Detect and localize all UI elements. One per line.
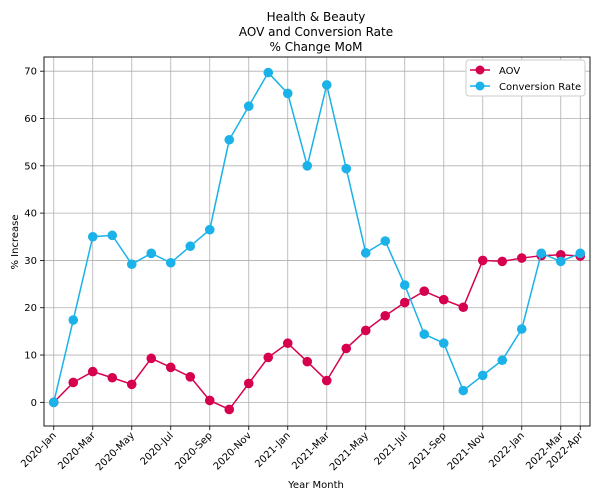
conversion-rate-data-point <box>126 259 137 270</box>
conversion-rate-data-point <box>146 248 157 259</box>
conversion-rate-data-point <box>185 241 196 252</box>
aov-data-point <box>360 325 371 336</box>
aov-data-point <box>458 302 469 313</box>
y-tick-label: 20 <box>24 303 37 314</box>
legend-conversion-marker <box>475 81 485 91</box>
axes <box>40 56 591 430</box>
aov-data-point <box>399 297 410 308</box>
conversion-rate-series-line <box>53 71 581 403</box>
conversion-rate-data-point <box>107 230 118 241</box>
conversion-rate-data-point <box>555 256 566 267</box>
y-tick-label: 10 <box>24 351 37 362</box>
y-tick-label: 30 <box>24 256 37 267</box>
conversion-rate-data-point <box>243 101 254 111</box>
conversion-rate-data-point <box>497 355 508 366</box>
plot-frame <box>43 56 591 427</box>
y-tick-label: 60 <box>24 114 37 125</box>
aov-data-point <box>68 377 79 388</box>
y-tick-label: 0 <box>31 398 37 409</box>
conversion-rate-data-point <box>87 231 98 242</box>
aov-data-point <box>243 378 254 389</box>
x-axis-label: Year Month <box>287 480 344 491</box>
conversion-rate-data-point <box>458 385 469 396</box>
aov-data-point <box>302 356 313 367</box>
conversion-rate-data-point <box>321 80 332 90</box>
y-tick-label: 40 <box>24 209 37 220</box>
aov-data-point <box>555 249 566 260</box>
aov-data-point <box>204 395 215 406</box>
chart-title-line-1: Health & Beauty <box>267 10 366 24</box>
conversion-rate-data-point <box>263 67 274 78</box>
legend: AOV Conversion Rate <box>465 59 586 97</box>
conversion-rate-data-point <box>360 248 371 258</box>
aov-data-point <box>165 362 176 373</box>
conversion-rate-data-point <box>282 88 293 99</box>
legend-box <box>465 59 586 97</box>
aov-data-point <box>185 372 196 382</box>
legend-aov-marker <box>475 65 485 75</box>
conversion-rate-data-point <box>419 329 430 340</box>
conversion-rate-data-point <box>536 248 547 259</box>
conversion-rate-data-point <box>516 324 527 334</box>
conversion-rate-data-point <box>204 224 215 235</box>
conversion-rate-data-point <box>165 257 176 268</box>
aov-data-point <box>224 404 235 415</box>
conversion-rate-data-point <box>575 248 586 259</box>
aov-data-point <box>438 294 449 305</box>
aov-data-point <box>516 253 527 263</box>
y-tick-label: 70 <box>24 67 37 78</box>
aov-data-point <box>380 310 391 321</box>
conversion-rate-data-point <box>399 280 410 290</box>
conversion-rate-data-point <box>48 397 59 408</box>
aov-data-point <box>497 256 508 267</box>
aov-data-point <box>87 366 98 377</box>
chart-title-line-3: % Change MoM <box>269 40 362 54</box>
conversion-rate-data-point <box>438 338 449 349</box>
conversion-rate-data-point <box>224 134 235 145</box>
data-series <box>48 67 586 415</box>
chart-title-line-2: AOV and Conversion Rate <box>239 25 393 39</box>
conversion-rate-data-point <box>477 370 488 381</box>
conversion-rate-data-point <box>302 161 313 171</box>
aov-data-point <box>126 379 137 390</box>
aov-data-point <box>321 375 332 386</box>
y-tick-label: 50 <box>24 161 37 172</box>
conversion-rate-data-point <box>380 236 391 246</box>
conversion-rate-data-point <box>341 163 352 174</box>
aov-data-point <box>282 338 293 349</box>
aov-data-point <box>419 286 430 296</box>
aov-data-point <box>477 255 488 266</box>
legend-aov-label: AOV <box>499 66 520 77</box>
aov-data-point <box>107 372 118 383</box>
conversion-rate-data-point <box>68 315 79 325</box>
aov-data-point <box>146 353 157 364</box>
y-axis-label: % Increase <box>10 215 21 270</box>
aov-series-line <box>53 253 581 411</box>
aov-data-point <box>341 343 352 354</box>
legend-conversion-label: Conversion Rate <box>499 82 581 93</box>
aov-data-point <box>263 352 274 363</box>
